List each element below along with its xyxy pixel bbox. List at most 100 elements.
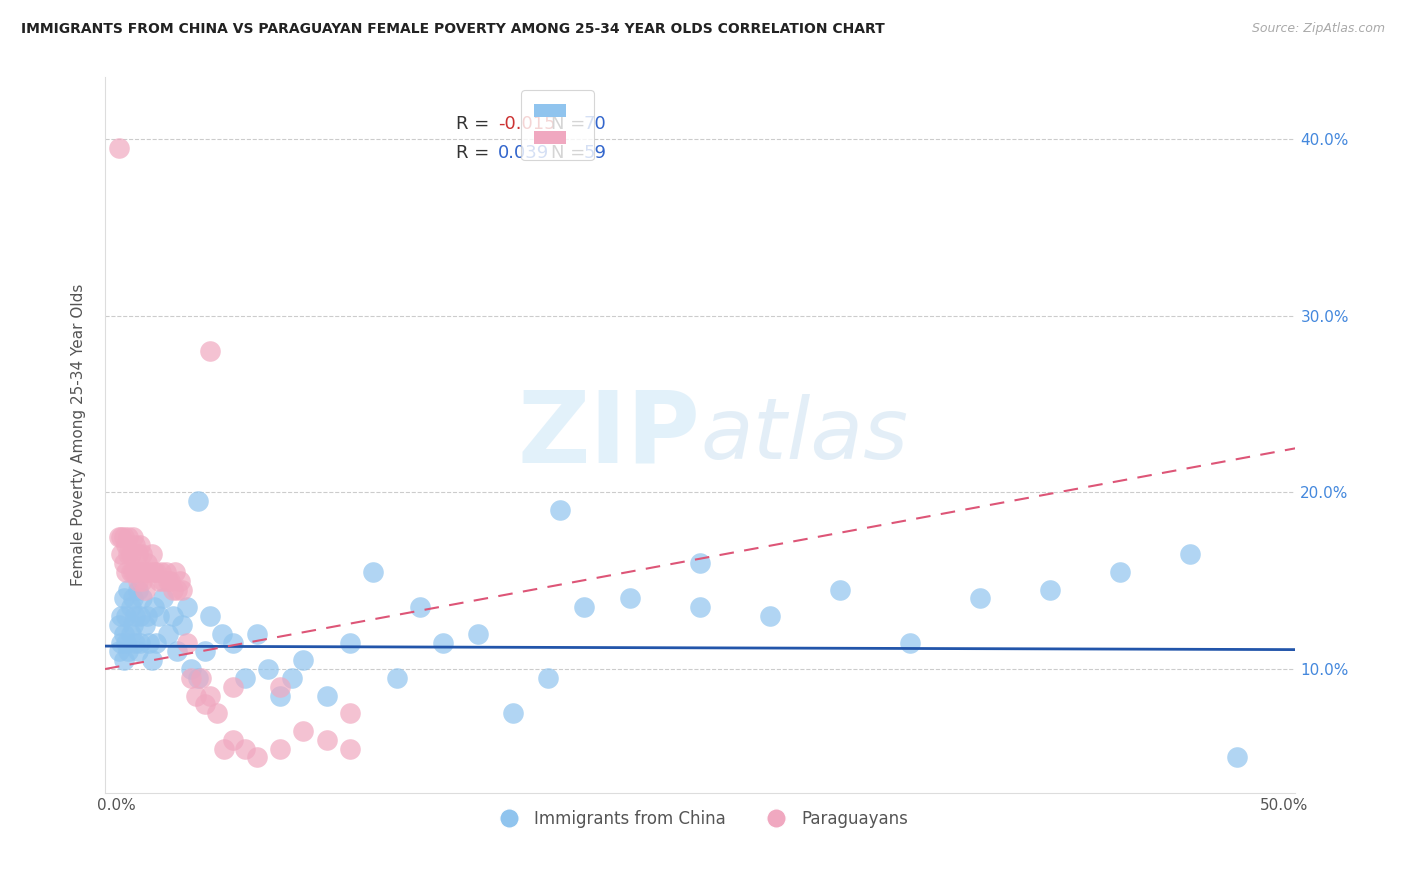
Point (122, 618, 145, 632)
Point (269, 689, 291, 703)
Point (619, 591, 641, 606)
Point (432, 635, 454, 649)
Point (162, 609, 184, 624)
Y-axis label: Female Poverty Among 25-34 Year Olds: Female Poverty Among 25-34 Year Olds (72, 284, 86, 586)
Point (409, 600, 432, 615)
Point (156, 574, 179, 588)
Point (1039, 582, 1062, 597)
Point (141, 653, 163, 667)
Point (138, 565, 160, 579)
Point (572, 600, 595, 615)
Point (246, 626, 269, 640)
Point (117, 644, 139, 658)
Point (145, 565, 167, 579)
Point (246, 750, 269, 764)
Point (759, 609, 782, 624)
Point (115, 609, 138, 624)
Text: 59: 59 (583, 144, 606, 161)
Point (117, 530, 139, 544)
Point (212, 741, 235, 756)
Point (124, 635, 146, 649)
Point (548, 503, 571, 517)
Point (315, 689, 337, 703)
Point (129, 538, 152, 552)
Point (467, 626, 489, 640)
Point (184, 689, 207, 703)
Point (176, 635, 198, 649)
Point (166, 582, 188, 597)
Point (127, 547, 149, 561)
Point (148, 609, 170, 624)
Point (108, 530, 131, 544)
Point (148, 574, 170, 588)
Point (124, 565, 146, 579)
Point (187, 494, 209, 508)
Point (180, 662, 202, 676)
Point (112, 530, 135, 544)
Point (117, 547, 139, 561)
Point (198, 689, 221, 703)
Point (363, 565, 385, 579)
Point (120, 626, 142, 640)
Point (122, 565, 145, 579)
Point (152, 574, 174, 588)
Point (198, 344, 221, 359)
Point (129, 565, 152, 579)
Point (143, 600, 166, 615)
Point (339, 741, 361, 756)
Point (145, 635, 167, 649)
Point (170, 618, 193, 632)
Point (280, 671, 302, 685)
Point (163, 565, 186, 579)
Point (211, 626, 233, 640)
Text: -0.015: -0.015 (498, 115, 555, 133)
Point (315, 732, 337, 747)
Point (830, 582, 852, 597)
Point (129, 609, 152, 624)
Point (689, 600, 711, 615)
Point (112, 591, 135, 606)
Point (222, 635, 245, 649)
Point (112, 653, 135, 667)
Point (176, 600, 198, 615)
Point (180, 671, 202, 685)
Point (502, 706, 524, 721)
Point (108, 644, 131, 658)
Point (269, 680, 291, 694)
Point (110, 547, 132, 561)
Point (969, 591, 991, 606)
Point (112, 626, 135, 640)
Point (152, 591, 174, 606)
Point (339, 635, 361, 649)
Point (159, 574, 181, 588)
Text: N =: N = (551, 115, 592, 133)
Point (115, 538, 138, 552)
Point (131, 574, 153, 588)
Point (143, 565, 166, 579)
Point (134, 618, 156, 632)
Point (222, 732, 245, 747)
Point (124, 538, 146, 552)
Point (127, 574, 149, 588)
Point (169, 574, 191, 588)
Text: Source: ZipAtlas.com: Source: ZipAtlas.com (1251, 22, 1385, 36)
Point (537, 671, 560, 685)
Point (292, 653, 315, 667)
Point (127, 644, 149, 658)
Point (110, 609, 132, 624)
Point (689, 556, 711, 570)
Point (233, 671, 256, 685)
Point (257, 662, 280, 676)
Point (187, 671, 209, 685)
Point (233, 741, 256, 756)
Point (166, 644, 188, 658)
Point (129, 635, 152, 649)
Point (194, 644, 217, 658)
Point (136, 609, 159, 624)
Point (120, 600, 142, 615)
Point (134, 565, 156, 579)
Text: R =: R = (456, 115, 495, 133)
Point (134, 582, 156, 597)
Point (898, 635, 921, 649)
Point (108, 618, 131, 632)
